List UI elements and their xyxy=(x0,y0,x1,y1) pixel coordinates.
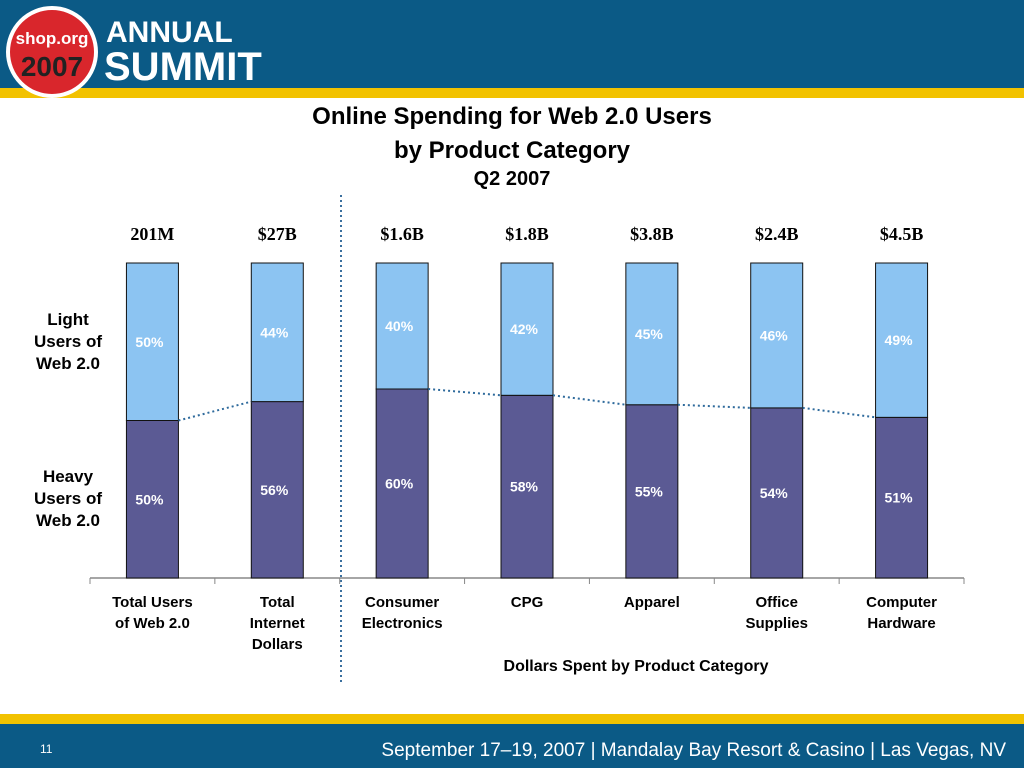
footer-bar xyxy=(0,724,1024,768)
logo-line2: SUMMIT xyxy=(104,45,262,89)
bar-segment xyxy=(125,420,179,579)
bar-segment xyxy=(250,262,304,403)
chart-title: Online Spending for Web 2.0 Users by Pro… xyxy=(312,103,712,164)
value-label: 51% xyxy=(885,490,914,506)
logo-year: 2007 xyxy=(21,51,83,82)
page-number: 11 xyxy=(40,742,53,756)
value-label: 54% xyxy=(760,485,789,501)
top-label: $27B xyxy=(258,224,297,244)
bar-segment xyxy=(250,401,304,579)
legend-entry: Heavy Users of Web 2.0 xyxy=(33,467,103,531)
x-tick-label: Consumer Electronics xyxy=(361,594,443,632)
header-bar xyxy=(0,0,1024,88)
bar-segment xyxy=(500,394,554,579)
bar-segment xyxy=(750,407,804,579)
header-stripe xyxy=(0,88,1024,98)
value-label: 46% xyxy=(760,327,789,343)
footer-stripe xyxy=(0,714,1024,724)
value-label: 42% xyxy=(510,321,539,337)
bar-segment xyxy=(750,262,804,409)
value-label: 40% xyxy=(385,318,414,334)
value-label: 58% xyxy=(510,479,539,495)
bar-segment xyxy=(625,262,679,406)
x-tick-label: Total Internet Dollars xyxy=(249,594,305,653)
event-info: September 17–19, 2007 | Mandalay Bay Res… xyxy=(381,740,1006,761)
value-label: 55% xyxy=(635,483,664,499)
value-label: 44% xyxy=(260,324,289,340)
x-tick-label: Total Users of Web 2.0 xyxy=(112,594,193,632)
bar-segment xyxy=(375,388,429,579)
connector xyxy=(428,388,502,397)
value-label: 45% xyxy=(635,326,664,342)
x-tick-label: Apparel xyxy=(623,594,680,611)
value-label: 49% xyxy=(885,332,914,348)
top-label: $1.8B xyxy=(505,224,549,244)
bar-segment xyxy=(875,262,929,418)
connector xyxy=(178,400,252,422)
logo-line1: ANNUAL xyxy=(106,16,233,49)
value-label: 50% xyxy=(135,491,164,507)
value-label: 50% xyxy=(135,334,164,350)
chart-subtitle: Q2 2007 xyxy=(473,168,551,190)
value-label: 56% xyxy=(260,482,289,498)
top-label: 201M xyxy=(130,224,174,244)
logo-site: shop.org xyxy=(16,29,89,48)
top-label: $1.6B xyxy=(380,224,424,244)
legend-entry: Light Users of Web 2.0 xyxy=(33,309,103,373)
top-label: $3.8B xyxy=(630,224,674,244)
x-axis-label: Dollars Spent by Product Category xyxy=(503,658,769,675)
connector xyxy=(552,394,626,406)
connector xyxy=(677,403,751,409)
top-label: $4.5B xyxy=(880,224,924,244)
bar-segment xyxy=(375,262,429,390)
connector xyxy=(802,406,876,419)
x-tick-label: Office Supplies xyxy=(745,594,808,632)
x-tick-label: Computer Hardware xyxy=(866,594,937,632)
logo-circle xyxy=(6,6,98,98)
bar-segment xyxy=(500,262,554,396)
top-label: $2.4B xyxy=(755,224,799,244)
value-label: 60% xyxy=(385,476,414,492)
bar-segment xyxy=(125,262,179,421)
x-tick-label: CPG xyxy=(510,594,544,611)
